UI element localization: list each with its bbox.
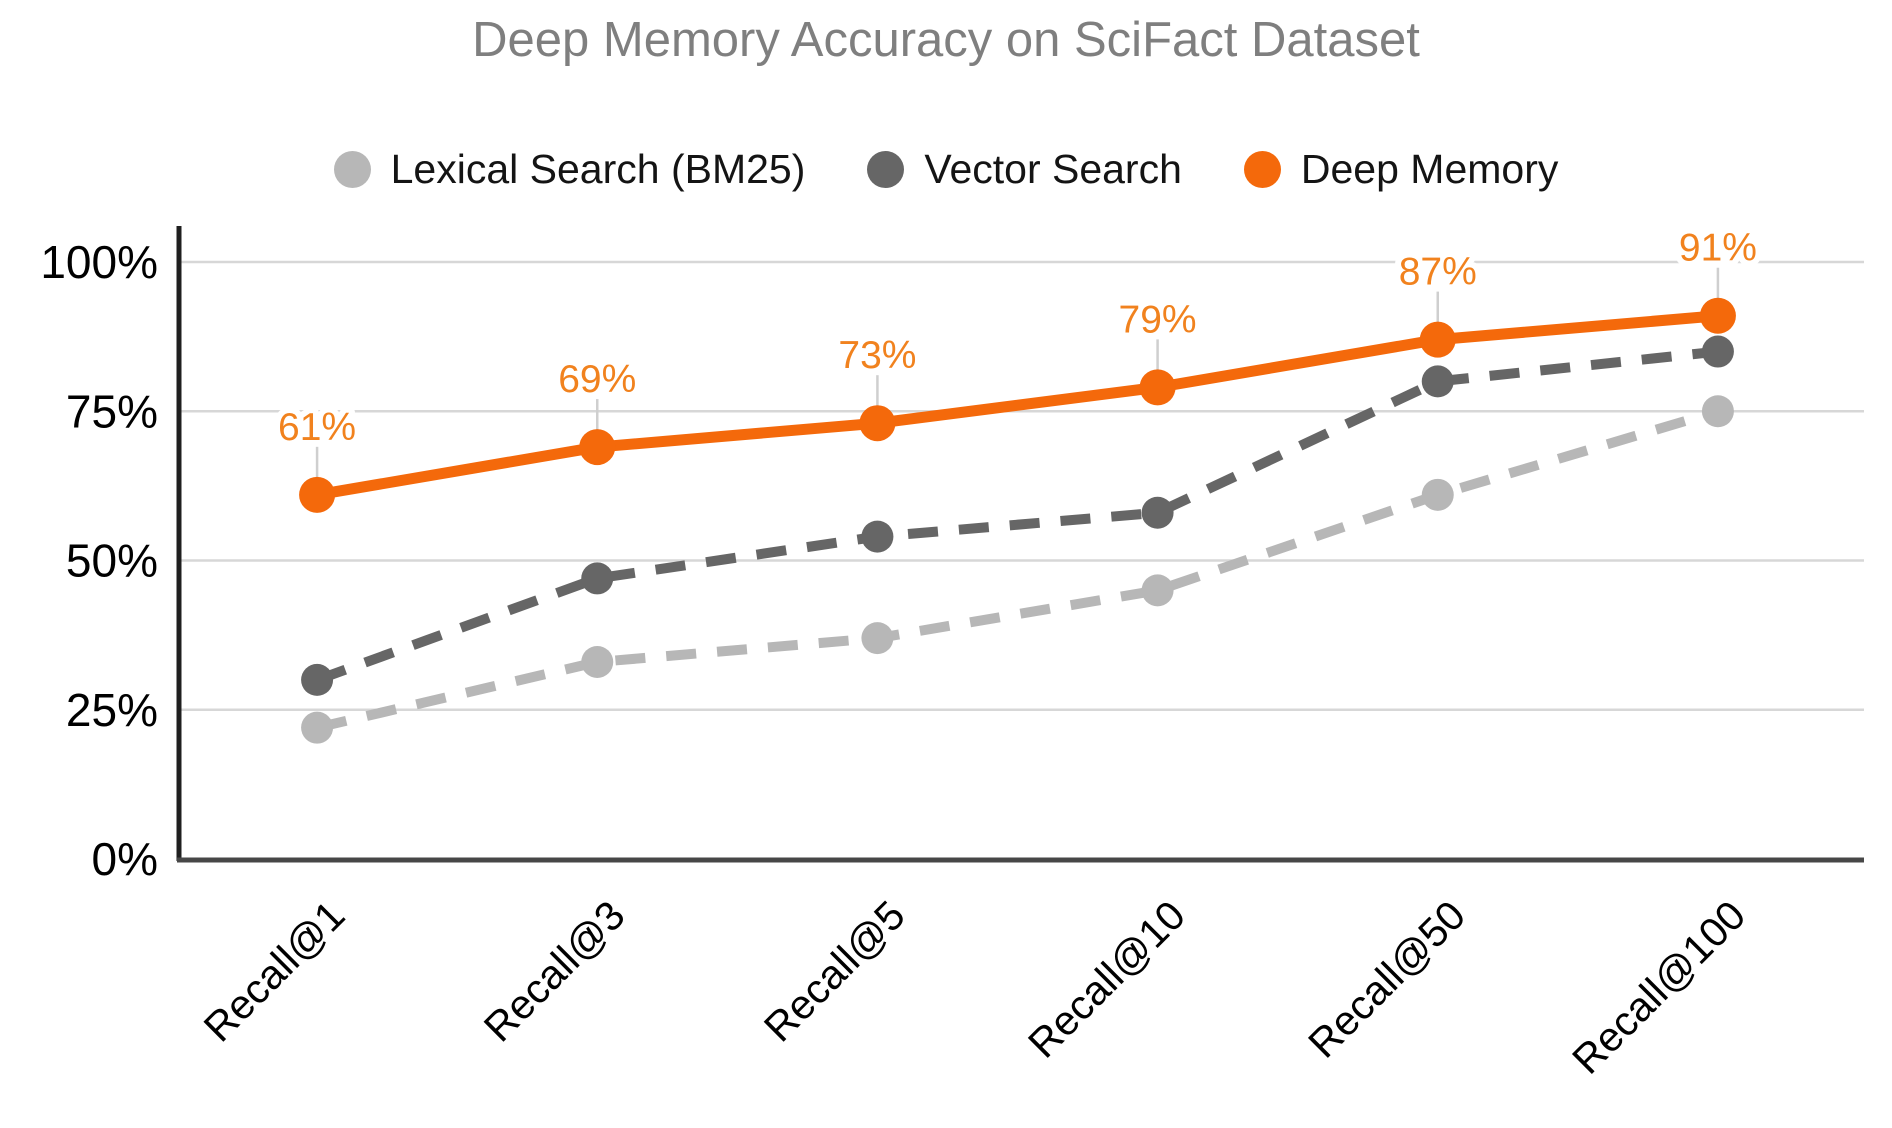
data-point <box>1141 574 1174 607</box>
series-line <box>315 406 1720 733</box>
legend-dot-lexical-search-icon <box>333 151 371 188</box>
y-tick-label: 50% <box>66 535 158 587</box>
data-point <box>581 645 614 678</box>
legend-dot-deep-memory-icon <box>1243 151 1281 188</box>
y-tick-label: 75% <box>66 385 158 437</box>
x-tick-label: Recall@10 <box>1019 892 1194 1067</box>
data-point <box>861 622 894 655</box>
data-label: 69% <box>558 358 636 401</box>
data-label: 73% <box>838 334 916 377</box>
legend: Lexical Search (BM25) Vector Search Deep… <box>0 146 1892 193</box>
y-tick-label: 25% <box>66 684 158 736</box>
x-tick-label: Recall@1 <box>195 892 354 1051</box>
data-point <box>581 562 614 595</box>
legend-item-deep-memory: Deep Memory <box>1243 146 1559 193</box>
series-line <box>316 310 1719 501</box>
data-point <box>299 476 336 513</box>
data-point <box>859 405 896 442</box>
legend-label-vector-search: Vector Search <box>924 146 1182 192</box>
data-point <box>1421 365 1454 398</box>
series-line <box>315 346 1719 685</box>
data-point <box>1701 335 1734 368</box>
x-tick-label: Recall@5 <box>755 892 914 1051</box>
data-point <box>1139 369 1176 406</box>
data-point <box>1419 321 1456 358</box>
x-tick-label: Recall@100 <box>1563 892 1754 1083</box>
data-point <box>1699 297 1736 334</box>
data-point <box>579 429 616 466</box>
x-tick-label: Recall@50 <box>1299 892 1474 1067</box>
legend-item-vector-search: Vector Search <box>867 146 1182 193</box>
legend-item-lexical-search: Lexical Search (BM25) <box>333 146 806 193</box>
legend-dot-vector-search-icon <box>867 151 905 188</box>
chart-title: Deep Memory Accuracy on SciFact Dataset <box>472 13 1420 67</box>
y-tick-label: 0% <box>92 833 158 885</box>
x-tick-label: Recall@3 <box>475 892 634 1051</box>
legend-label-lexical-search: Lexical Search (BM25) <box>390 146 806 192</box>
data-label: 61% <box>278 406 356 449</box>
data-point <box>1421 478 1454 511</box>
data-point <box>301 663 334 696</box>
data-point <box>1141 496 1174 529</box>
y-tick-label: 100% <box>40 236 158 288</box>
legend-label-deep-memory: Deep Memory <box>1300 146 1559 192</box>
data-point <box>1701 395 1734 428</box>
data-label: 87% <box>1399 251 1477 294</box>
data-label: 91% <box>1679 227 1757 270</box>
data-point <box>301 711 334 744</box>
data-label: 79% <box>1119 298 1197 341</box>
data-point <box>861 520 894 553</box>
